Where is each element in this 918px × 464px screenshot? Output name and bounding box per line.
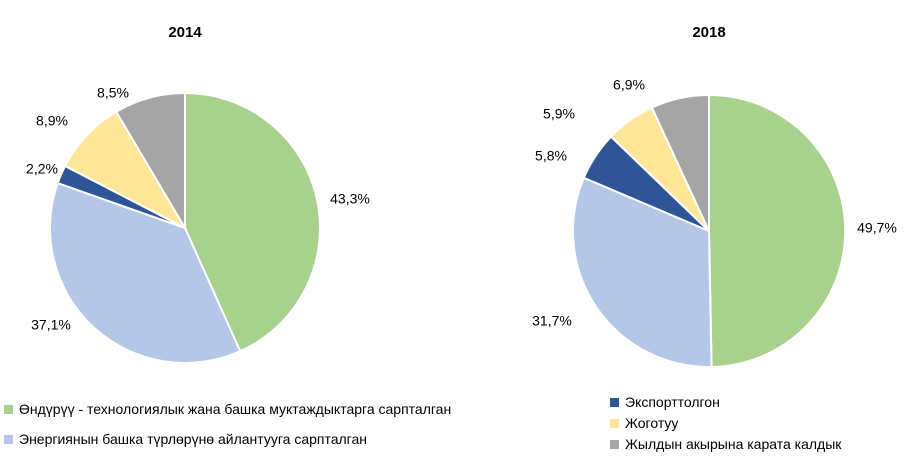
pie-slice-0-0 — [184, 91, 321, 353]
data-label-1-1: 31,7% — [532, 313, 572, 329]
pie-slice-1-0 — [708, 93, 847, 368]
legend-item-left-1: Энергиянын башка түрлөрүнө айлантууга са… — [4, 430, 451, 448]
legend-swatch — [4, 434, 13, 444]
data-label-0-3: 8,9% — [36, 113, 68, 129]
data-label-0-0: 43,3% — [330, 191, 370, 207]
legend-swatch — [610, 397, 619, 407]
chart-title-0: 2014 — [168, 24, 202, 41]
legend-label: Энергиянын башка түрлөрүнө айлантууга са… — [19, 431, 367, 447]
data-label-1-2: 5,8% — [535, 148, 567, 164]
data-label-1-0: 49,7% — [857, 220, 897, 236]
data-label-0-2: 2,2% — [26, 161, 58, 177]
legend-right: Экспорттолгон Жоготуу Жылдын акырына карат… — [610, 393, 841, 456]
data-label-0-1: 37,1% — [31, 317, 71, 333]
legend-label: Экспорттолгон — [625, 394, 720, 410]
data-label-1-3: 5,9% — [543, 106, 575, 122]
legend-label: Жылдын акырына карата калдык — [625, 436, 842, 452]
pie-slice-0-4 — [114, 91, 186, 232]
data-label-0-4: 8,5% — [97, 85, 129, 101]
legend-left: Өндүрүү - технологиялык жана башка мукта… — [4, 400, 451, 460]
data-label-1-4: 6,9% — [613, 77, 645, 93]
legend-item-right-1: Жоготуу — [610, 414, 841, 432]
legend-label: Жоготуу — [625, 415, 679, 431]
legend-item-left-0: Өндүрүү - технологиялык жана башка мукта… — [4, 400, 451, 418]
legend-item-right-0: Экспорттолгон — [610, 393, 841, 411]
pie-slice-1-4 — [650, 93, 710, 232]
pie-slice-0-1 — [49, 181, 242, 364]
chart-title-1: 2018 — [692, 24, 725, 41]
legend-label: Өндүрүү - технологиялык жана башка мукта… — [19, 401, 452, 417]
legend-item-right-2: Жылдын акырына карата калдык — [610, 435, 841, 453]
legend-swatch — [4, 404, 13, 414]
legend-swatch — [610, 418, 619, 428]
legend-swatch — [610, 439, 619, 449]
pie-slice-1-1 — [572, 176, 713, 368]
